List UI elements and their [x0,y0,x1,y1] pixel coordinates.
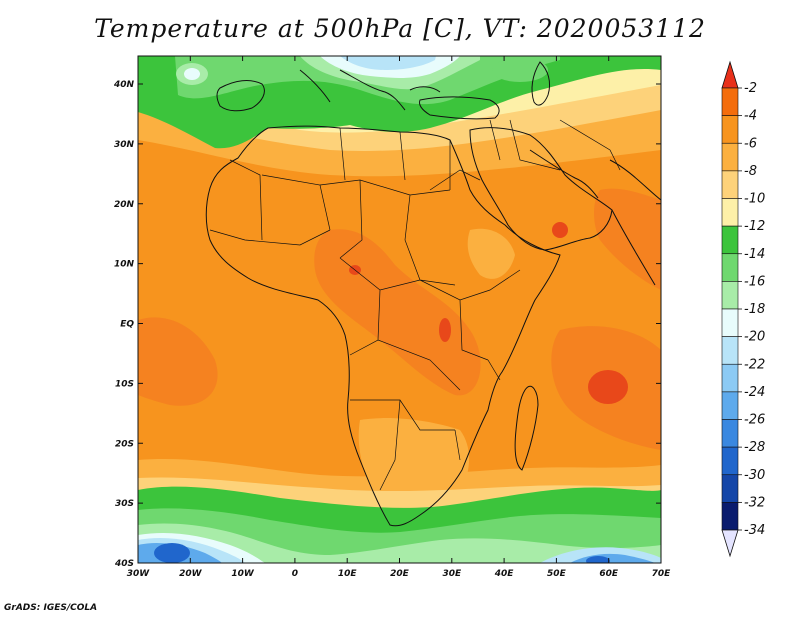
lon-tick-label: 60E [599,569,619,579]
credit-label: GrADS: IGES/COLA [4,603,98,613]
hot-spot-indian-ocean [588,370,628,404]
colorbar-label: -22 [744,357,765,372]
field-cold-spot-atlantic-core [184,68,200,80]
lat-tick-label: 30S [115,499,134,509]
colorbar-label: -24 [744,385,765,400]
lon-tick-label: 40E [494,569,515,579]
colorbar-label: -20 [744,330,765,345]
colorbar-label: -28 [744,440,765,455]
colorbar-segment [721,170,739,199]
lon-tick-label: 0 [292,569,298,579]
colorbar-segment [721,198,739,227]
latitude-axis: 40N 30N 20N 10N EQ 10S 20S 30S 40S [113,80,661,569]
lat-tick-label: 20S [115,439,134,449]
lat-tick-label: 30N [114,140,135,150]
colorbar-label: -32 [744,495,765,510]
field-lightblue-north [340,56,436,70]
contour-field [138,56,661,563]
colorbar-label: -14 [744,247,765,262]
lat-tick-label: 10S [115,379,134,389]
colorbar-label: -30 [744,468,765,483]
lat-tick-label: 10N [114,260,135,270]
coastline-madagascar [514,385,539,471]
country-borders [209,119,621,491]
colorbar-segment [721,308,739,337]
colorbar-top-arrow [721,60,739,89]
colorbar-segment [721,502,739,531]
lat-tick-label: 20N [114,200,135,210]
colorbar-label: -18 [744,302,765,317]
coastline-india [609,159,661,286]
coastline-turkey [419,96,500,120]
colorbar-segment [721,474,739,503]
lon-tick-label: 50E [547,569,567,579]
lon-tick-label: 20W [179,569,203,579]
coastline-italy-balkans [299,69,441,111]
field-green-caspian [492,58,548,82]
lon-tick-label: 30W [127,569,151,579]
coastline-iberia [216,80,265,112]
colorbar-segment [721,446,739,476]
lon-tick-label: 70E [652,569,672,579]
hot-spot-lakes [439,318,451,342]
colorbar-label: -4 [744,109,757,124]
colorbar-label: -16 [744,274,765,289]
colorbar-segment [721,419,739,448]
colorbar-segment [721,391,739,420]
colorbar-label: -8 [744,164,757,179]
field-deep-orange-west [138,317,218,406]
field-deep-orange-east [594,188,661,290]
colorbar-label: -6 [744,136,757,151]
cold-spot-southeast [586,556,610,563]
cold-spot-southwest [154,543,190,563]
colorbar-segment [721,142,739,172]
coastline-arabia [469,127,613,251]
coastline-caspian [531,61,551,106]
lon-tick-label: 20E [390,569,410,579]
coastline-persian-gulf [529,149,599,199]
colorbar-segment [721,115,739,144]
lon-tick-label: 10E [338,569,358,579]
colorbar-segment [721,363,739,393]
colorbar: -2 -4 -6 -8 -10 -12 -14 -16 -18 -20 -22 -24 -26 -28 -3… [721,60,765,558]
coastlines [205,61,661,527]
colorbar-segment [721,87,739,116]
colorbar-segment [721,225,739,255]
colorbar-label: -2 [744,81,757,96]
field-palegreen-south [138,523,661,563]
lat-tick-label: 40S [114,559,134,569]
colorbar-label: -26 [744,413,765,428]
coastline-africa [205,125,561,527]
colorbar-label: -10 [744,192,765,207]
lat-tick-label: 40N [113,80,135,90]
lon-tick-label: 30E [442,569,462,579]
colorbar-label: -12 [744,219,765,234]
field-tan-horn [467,228,515,279]
longitude-axis: 30W 20W 10W 0 10E 20E 30E 40E 50E 60E 70E [127,56,671,579]
colorbar-segment [721,336,739,365]
lat-tick-label: EQ [120,320,134,330]
colorbar-segment [721,253,739,282]
hot-spot-arabia [552,222,568,238]
colorbar-bottom-arrow [721,529,739,558]
lon-tick-label: 10W [231,569,255,579]
colorbar-label: -34 [744,523,765,538]
colorbar-segment [721,281,739,310]
map-title: Temperature at 500hPa [C], VT: 202005311… [94,14,706,43]
